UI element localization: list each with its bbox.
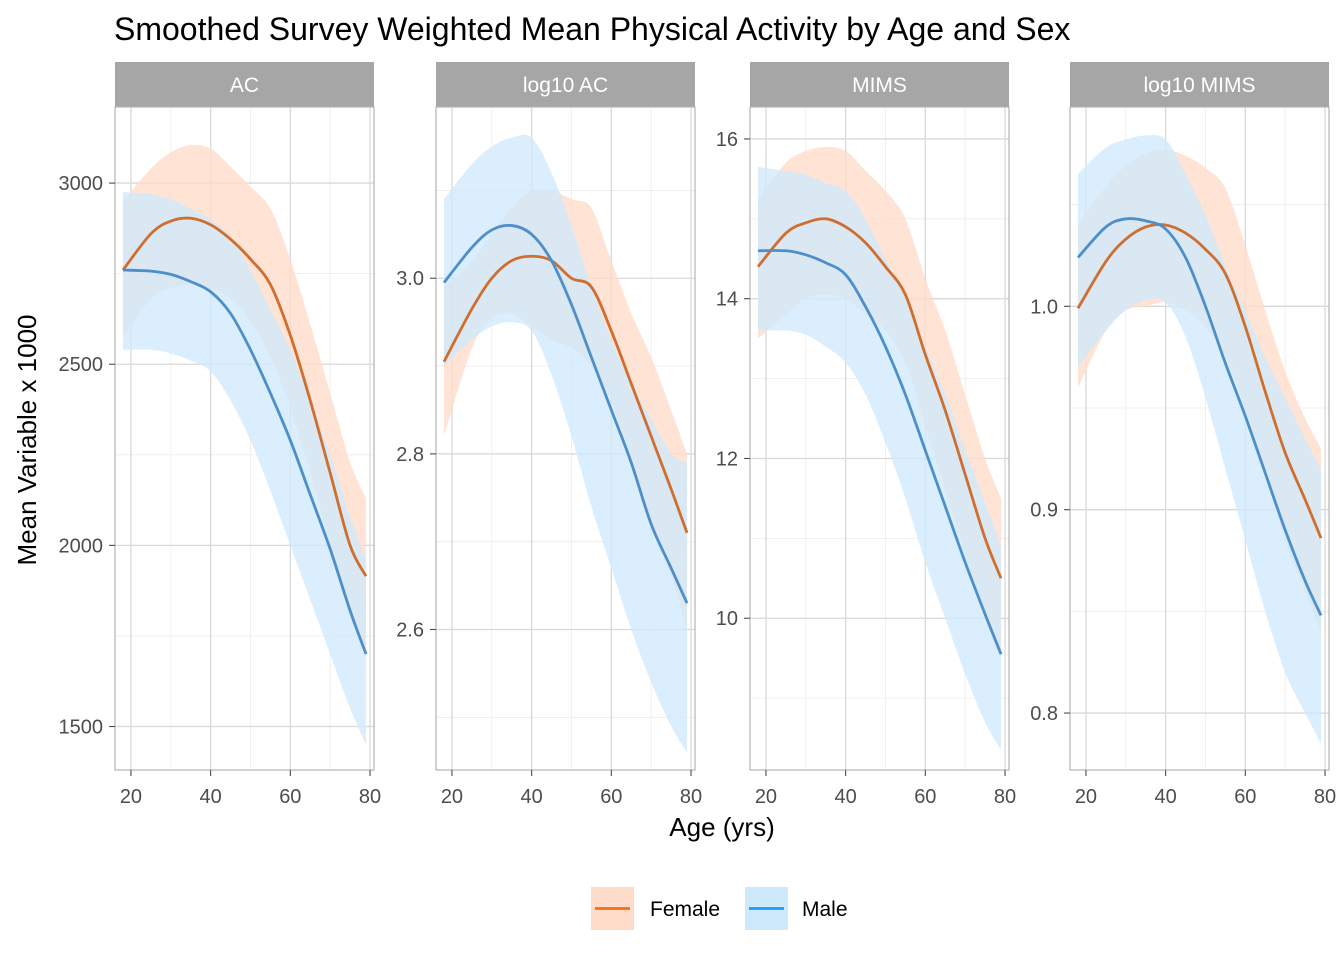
legend: Female Male — [591, 887, 848, 930]
facet-strip-label: log10 AC — [523, 74, 608, 97]
y-tick-label: 0.8 — [1030, 703, 1058, 725]
x-tick-label: 40 — [200, 786, 222, 808]
facet-panel: log10 MIMS 0.8 0.9 1.0 20 40 60 80 — [1030, 62, 1336, 808]
confidence-band-male — [1077, 135, 1322, 744]
confidence-band-male — [443, 134, 688, 753]
y-tick-label: 10 — [716, 608, 738, 630]
x-tick-label: 40 — [835, 786, 857, 808]
series-line-female — [1076, 223, 1323, 539]
legend-label-female: Female — [650, 898, 720, 921]
y-tick-label: 1500 — [59, 717, 104, 739]
y-tick-label: 3000 — [59, 173, 104, 195]
plot-area — [442, 134, 689, 753]
facet-strip-label: MIMS — [852, 74, 907, 97]
x-tick-label: 40 — [1155, 786, 1177, 808]
series-line-female — [121, 216, 368, 577]
legend-label-male: Male — [802, 898, 848, 921]
series-line-female — [756, 217, 1003, 579]
x-tick-label: 80 — [359, 786, 381, 808]
x-tick-label: 60 — [600, 786, 622, 808]
y-tick-label: 2.6 — [396, 619, 424, 641]
facet-strip — [750, 62, 1009, 107]
facet-strip-label: AC — [230, 74, 259, 97]
y-tick-label: 14 — [716, 289, 738, 311]
facet-strip-label: log10 MIMS — [1143, 74, 1255, 97]
chart-title: Smoothed Survey Weighted Mean Physical A… — [114, 11, 1070, 47]
facet-panel: MIMS 10 12 14 16 20 40 60 80 — [716, 62, 1016, 808]
y-tick-label: 2500 — [59, 354, 104, 376]
confidence-band-male — [757, 166, 1002, 751]
facet-panels: AC 1500 2000 2500 3000 20 40 60 80 log10 AC 2.6 2.8… — [59, 62, 1336, 808]
y-tick-label: 1.0 — [1030, 296, 1058, 318]
confidence-band-male — [122, 192, 367, 745]
facet-strip — [1070, 62, 1329, 107]
series-line-male — [757, 249, 1003, 655]
y-tick-label: 2000 — [59, 535, 104, 557]
panel-border — [749, 106, 1010, 771]
x-tick-label: 80 — [994, 786, 1016, 808]
facet-strip — [115, 62, 374, 107]
x-tick-label: 60 — [914, 786, 936, 808]
series-line-male — [442, 223, 689, 604]
panel-border — [435, 106, 696, 771]
panel-border — [1069, 106, 1330, 771]
plot-area — [756, 146, 1003, 751]
x-tick-label: 60 — [1234, 786, 1256, 808]
plot-area — [121, 144, 368, 745]
y-tick-label: 2.8 — [396, 444, 424, 466]
y-tick-label: 12 — [716, 448, 738, 470]
x-tick-label: 20 — [755, 786, 777, 808]
series-line-male — [122, 268, 368, 655]
x-tick-label: 20 — [441, 786, 463, 808]
y-tick-label: 3.0 — [396, 268, 424, 290]
plot-area — [1076, 135, 1323, 744]
y-tick-label: 0.9 — [1030, 500, 1058, 522]
x-axis-title: Age (yrs) — [669, 812, 774, 842]
panel-border — [114, 106, 375, 771]
x-tick-label: 80 — [1314, 786, 1336, 808]
facet-strip — [436, 62, 695, 107]
y-axis-title: Mean Variable x 1000 — [12, 314, 42, 565]
x-tick-label: 60 — [279, 786, 301, 808]
x-tick-label: 20 — [120, 786, 142, 808]
facet-panel: log10 AC 2.6 2.8 3.0 20 40 60 80 — [396, 62, 702, 808]
series-line-male — [1076, 217, 1323, 617]
x-tick-label: 20 — [1075, 786, 1097, 808]
facet-panel: AC 1500 2000 2500 3000 20 40 60 80 — [59, 62, 381, 808]
series-line-female — [442, 254, 689, 534]
x-tick-label: 40 — [521, 786, 543, 808]
y-tick-label: 16 — [716, 129, 738, 151]
x-tick-label: 80 — [680, 786, 702, 808]
